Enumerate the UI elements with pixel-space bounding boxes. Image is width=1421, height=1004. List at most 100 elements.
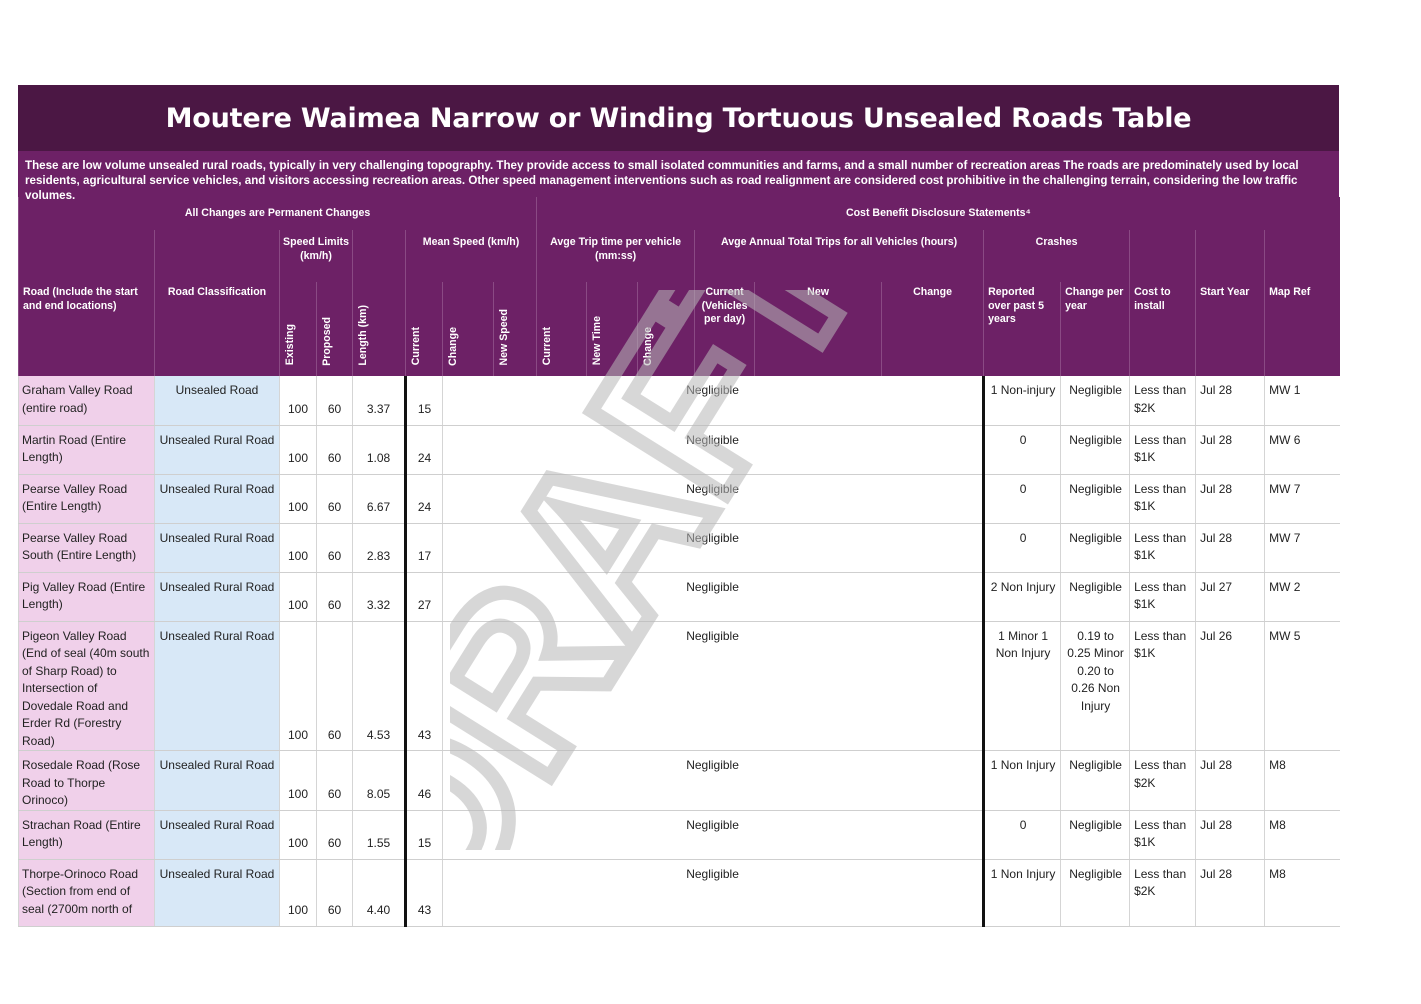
length-cell: 1.08 (352, 425, 406, 475)
crash-change-cell: Negligible (1060, 523, 1130, 573)
col-start-year: Start Year (1195, 282, 1265, 376)
cost-cell: Less than $2K (1129, 750, 1196, 811)
crash-change-cell: Negligible (1060, 425, 1130, 475)
road-classification-cell: Unsealed Rural Road (154, 425, 280, 475)
col-road: Road (Include the start and end location… (18, 282, 155, 376)
length-cell: 3.37 (352, 376, 406, 426)
proposed-speed-cell: 60 (316, 750, 353, 811)
road-classification-cell: Unsealed Rural Road (154, 523, 280, 573)
crashes-reported-cell: 0 (982, 425, 1061, 475)
map-ref-cell: M8 (1264, 859, 1340, 927)
group-annual-trips: Avge Annual Total Trips for all Vehicles… (694, 230, 984, 282)
crash-change-cell: Negligible (1060, 474, 1130, 524)
map-ref-cell: MW 5 (1264, 621, 1340, 751)
impact-cell: Negligible (441, 523, 984, 573)
mean-speed-current-cell: 24 (404, 425, 443, 475)
mean-speed-current-cell: 43 (404, 859, 443, 927)
crash-change-cell: Negligible (1060, 810, 1130, 860)
table-row: Pig Valley Road (Entire Length) Unsealed … (18, 572, 1340, 622)
existing-speed-cell: 100 (279, 523, 317, 573)
crash-change-cell: Negligible (1060, 572, 1130, 622)
table-row: Graham Valley Road (entire road) Unsealed… (18, 376, 1340, 426)
mean-speed-current-cell: 17 (404, 523, 443, 573)
crash-change-cell: 0.19 to 0.25 Minor 0.20 to 0.26 Non Inju… (1060, 621, 1130, 751)
crashes-reported-cell: 0 (982, 810, 1061, 860)
road-classification-cell: Unsealed Road (154, 376, 280, 426)
col-annual-new: New (754, 282, 882, 376)
table-row: Pearse Valley Road South (Entire Length)… (18, 523, 1340, 573)
length-cell: 8.05 (352, 750, 406, 811)
table-row: Martin Road (Entire Length) Unsealed Rura… (18, 425, 1340, 475)
col-length: Length (km) (357, 304, 369, 366)
col-trip-current: Current (541, 327, 554, 366)
group-speed-limits: Speed Limits (km/h) (279, 230, 353, 282)
road-classification-cell: Unsealed Rural Road (154, 572, 280, 622)
start-year-cell: Jul 28 (1195, 425, 1265, 475)
road-classification-cell: Unsealed Rural Road (154, 474, 280, 524)
mean-speed-current-cell: 43 (404, 621, 443, 751)
mean-speed-current-cell: 15 (404, 376, 443, 426)
road-classification-cell: Unsealed Rural Road (154, 621, 280, 751)
col-map-ref: Map Ref (1264, 282, 1340, 376)
mean-speed-current-cell: 15 (404, 810, 443, 860)
group-trip-time: Avge Trip time per vehicle (mm:ss) (536, 230, 695, 282)
impact-cell: Negligible (441, 750, 984, 811)
section-cost-benefit: Cost Benefit Disclosure Statements⁴ (536, 197, 1340, 230)
cost-cell: Less than $1K (1129, 523, 1196, 573)
existing-speed-cell: 100 (279, 621, 317, 751)
mean-speed-current-cell: 46 (404, 750, 443, 811)
group-crashes: Crashes (983, 230, 1130, 282)
proposed-speed-cell: 60 (316, 621, 353, 751)
map-ref-cell: MW 2 (1264, 572, 1340, 622)
cost-cell: Less than $1K (1129, 425, 1196, 475)
cost-cell: Less than $2K (1129, 859, 1196, 927)
proposed-speed-cell: 60 (316, 523, 353, 573)
table-row: Strachan Road (Entire Length) Unsealed Ru… (18, 810, 1340, 860)
road-name-cell: Rosedale Road (Rose Road to Thorpe Orino… (18, 750, 155, 811)
proposed-speed-cell: 60 (316, 425, 353, 475)
col-trip-change: Change (642, 326, 655, 366)
road-name-cell: Pearse Valley Road (Entire Length) (18, 474, 155, 524)
crashes-reported-cell: 1 Minor 1 Non Injury (982, 621, 1061, 751)
existing-speed-cell: 100 (279, 750, 317, 811)
mean-speed-current-cell: 24 (404, 474, 443, 524)
col-annual-current: Current (Vehicles per day) (694, 282, 755, 376)
length-cell: 4.40 (352, 859, 406, 927)
col-existing: Existing (284, 324, 296, 366)
impact-cell: Negligible (441, 425, 984, 475)
crashes-reported-cell: 1 Non-injury (982, 376, 1061, 426)
crashes-reported-cell: 1 Non Injury (982, 859, 1061, 927)
road-name-cell: Pearse Valley Road South (Entire Length) (18, 523, 155, 573)
existing-speed-cell: 100 (279, 859, 317, 927)
map-ref-cell: MW 1 (1264, 376, 1340, 426)
start-year-cell: Jul 28 (1195, 474, 1265, 524)
map-ref-cell: MW 7 (1264, 474, 1340, 524)
table-description: These are low volume unsealed rural road… (18, 151, 1339, 202)
length-cell: 3.32 (352, 572, 406, 622)
road-classification-cell: Unsealed Rural Road (154, 750, 280, 811)
impact-cell: Negligible (441, 572, 984, 622)
start-year-cell: Jul 27 (1195, 572, 1265, 622)
col-mean-change: Change (447, 326, 459, 366)
proposed-speed-cell: 60 (316, 859, 353, 927)
crashes-reported-cell: 0 (982, 474, 1061, 524)
existing-speed-cell: 100 (279, 572, 317, 622)
cost-cell: Less than $2K (1129, 376, 1196, 426)
col-trip-new-time: New Time (591, 316, 604, 366)
start-year-cell: Jul 26 (1195, 621, 1265, 751)
existing-speed-cell: 100 (279, 474, 317, 524)
col-annual-change: Change (881, 282, 984, 376)
start-year-cell: Jul 28 (1195, 523, 1265, 573)
proposed-speed-cell: 60 (316, 376, 353, 426)
col-crashes-reported: Reported over past 5 years (983, 282, 1061, 376)
road-name-cell: Martin Road (Entire Length) (18, 425, 155, 475)
map-ref-cell: MW 6 (1264, 425, 1340, 475)
road-name-cell: Graham Valley Road (entire road) (18, 376, 155, 426)
length-cell: 6.67 (352, 474, 406, 524)
col-cost: Cost to install (1129, 282, 1196, 376)
impact-cell: Negligible (441, 474, 984, 524)
group-mean-speed: Mean Speed (km/h) (404, 230, 537, 282)
existing-speed-cell: 100 (279, 810, 317, 860)
cost-cell: Less than $1K (1129, 474, 1196, 524)
crash-change-cell: Negligible (1060, 859, 1130, 927)
